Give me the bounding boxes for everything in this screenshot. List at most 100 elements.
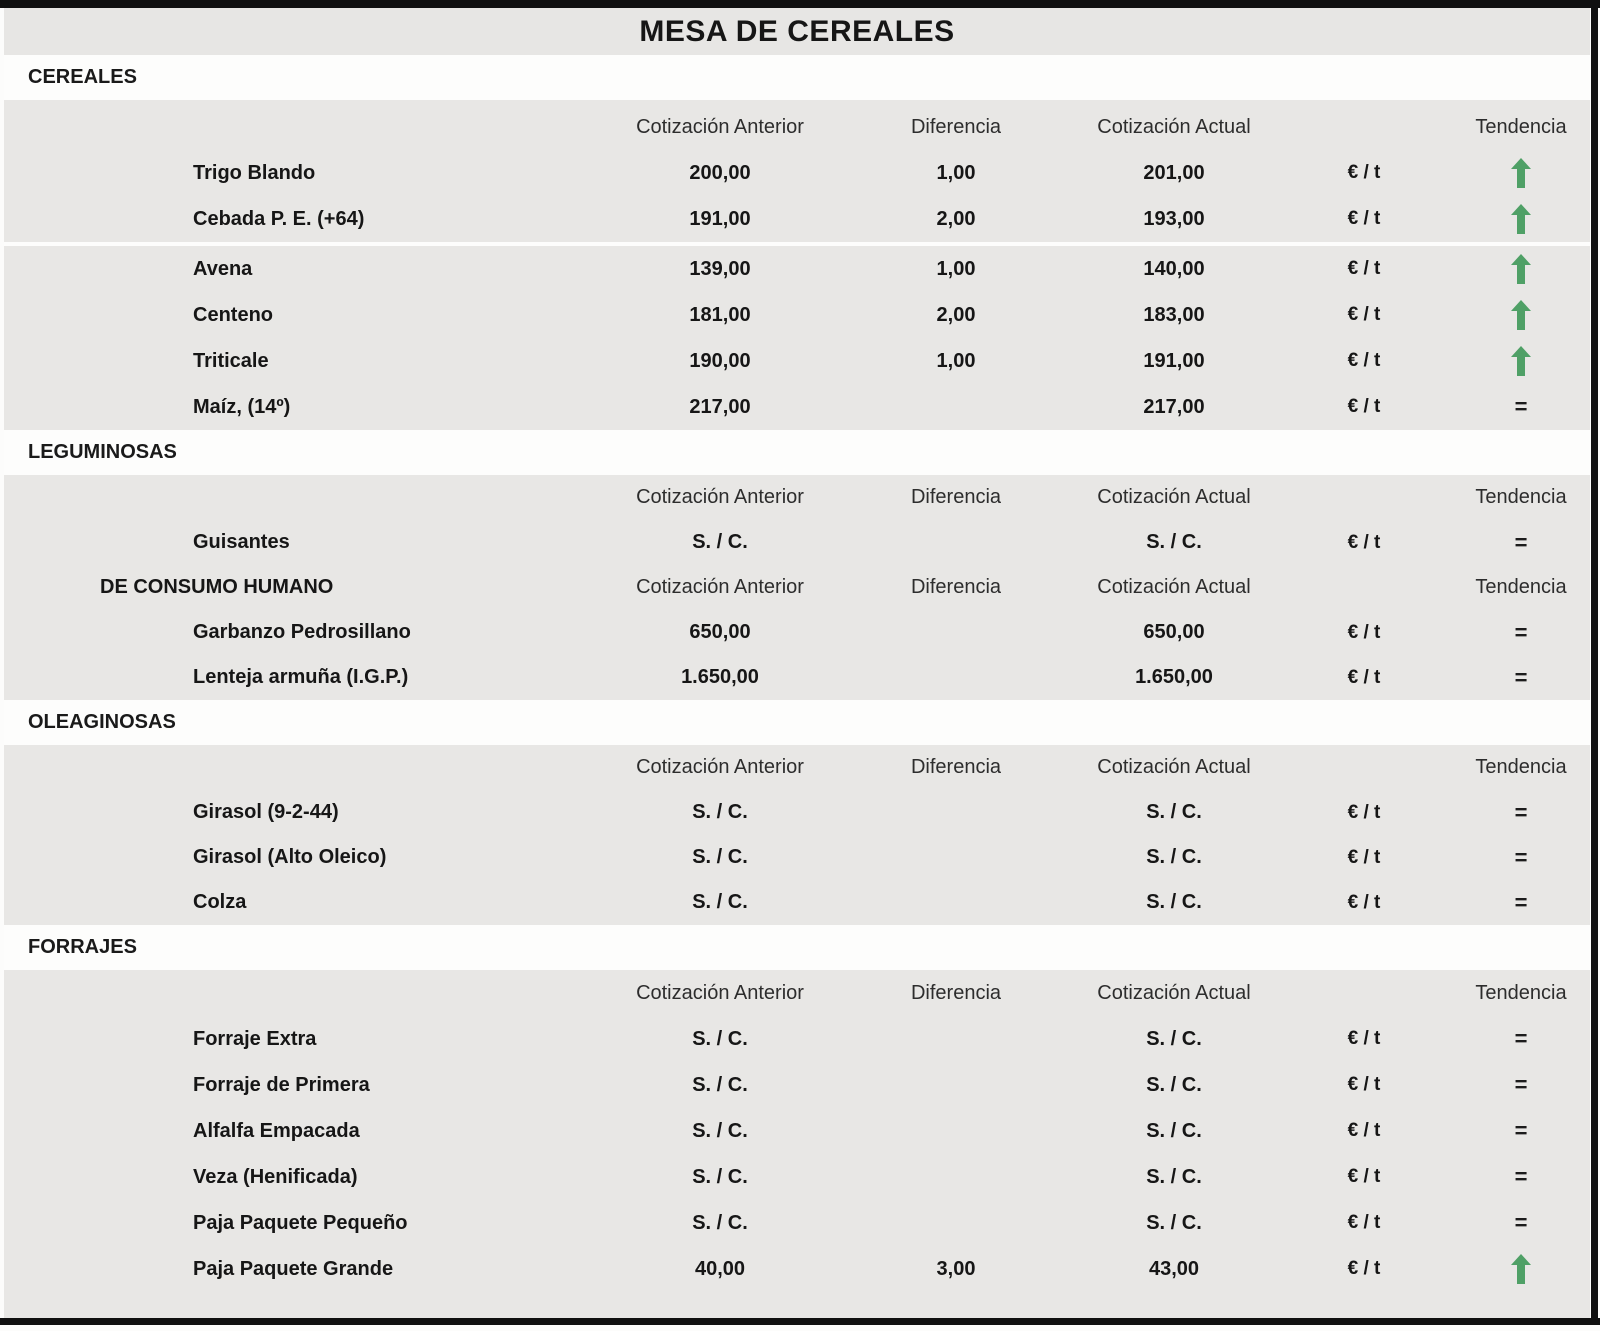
current-price-cell: 183,00 xyxy=(1143,303,1205,326)
row-label: Paja Paquete Pequeño xyxy=(193,1211,408,1234)
unit-cell: € / t xyxy=(1347,801,1381,823)
trend-cell: = xyxy=(1452,1024,1590,1054)
column-header-row: DE CONSUMO HUMANO Cotización Anterior Dife… xyxy=(4,565,1590,610)
trend-cell: = xyxy=(1452,663,1590,693)
table-row: Forraje de Primera S. / C. S. / C. € / t = xyxy=(4,1062,1590,1108)
table-row: Colza S. / C. S. / C. € / t = xyxy=(4,880,1590,925)
prev-price-cell: S. / C. xyxy=(692,801,748,823)
row-label: Trigo Blando xyxy=(193,161,316,184)
prev-price-cell: 40,00 xyxy=(694,1257,746,1280)
unit-cell: € / t xyxy=(1347,162,1381,183)
table-row: Centeno 181,00 2,00 183,00 € / t xyxy=(4,292,1590,338)
trend-up-icon xyxy=(1511,1254,1531,1284)
table-row: Girasol (9-2-44) S. / C. S. / C. € / t = xyxy=(4,790,1590,835)
section-block: Cotización Anterior Diferencia Cotización … xyxy=(4,745,1590,925)
section-title: FORRAJES xyxy=(28,936,137,958)
unit-cell: € / t xyxy=(1347,350,1381,371)
column-header-row: Cotización Anterior Diferencia Cotización … xyxy=(4,970,1590,1016)
trend-cell xyxy=(1452,204,1590,234)
trend-cell: = xyxy=(1452,1070,1590,1100)
sub-section-label: DE CONSUMO HUMANO xyxy=(100,576,334,598)
trend-cell xyxy=(1452,300,1590,330)
column-header-actual: Cotización Actual xyxy=(1097,115,1251,138)
prev-price-cell: 191,00 xyxy=(689,207,751,230)
trend-equal-icon: = xyxy=(1514,1164,1528,1189)
diff-cell: 3,00 xyxy=(936,1257,976,1280)
table-row: Alfalfa Empacada S. / C. S. / C. € / t = xyxy=(4,1108,1590,1154)
row-label: Veza (Henificada) xyxy=(193,1165,358,1188)
trend-equal-icon: = xyxy=(1514,619,1528,645)
row-label: Colza xyxy=(193,891,247,913)
unit-cell: € / t xyxy=(1347,396,1381,417)
unit-cell: € / t xyxy=(1347,891,1381,913)
current-price-cell: 140,00 xyxy=(1143,257,1205,280)
prev-price-cell: 1.650,00 xyxy=(681,666,759,688)
row-label: Girasol (Alto Oleico) xyxy=(193,846,387,868)
trend-cell xyxy=(1452,1254,1590,1284)
unit-cell: € / t xyxy=(1347,666,1381,688)
current-price-cell: 650,00 xyxy=(1143,621,1205,643)
prev-price-cell: S. / C. xyxy=(692,531,748,553)
trend-cell: = xyxy=(1452,798,1590,828)
table-row: Trigo Blando 200,00 1,00 201,00 € / t xyxy=(4,150,1590,196)
trend-cell: = xyxy=(1452,392,1590,422)
trend-cell: = xyxy=(1452,528,1590,558)
trend-up-icon xyxy=(1511,346,1531,376)
unit-cell: € / t xyxy=(1347,208,1381,229)
unit-cell: € / t xyxy=(1347,1166,1381,1187)
column-header-anterior: Cotización Anterior xyxy=(636,981,804,1004)
column-header-row: Cotización Anterior Diferencia Cotización … xyxy=(4,475,1590,520)
unit-cell: € / t xyxy=(1347,846,1381,868)
current-price-cell: 191,00 xyxy=(1143,349,1205,372)
row-label: Triticale xyxy=(193,349,269,372)
column-header-anterior: Cotización Anterior xyxy=(636,576,804,598)
table-row: Veza (Henificada) S. / C. S. / C. € / t = xyxy=(4,1154,1590,1200)
prev-price-cell: S. / C. xyxy=(692,1165,748,1188)
unit-cell: € / t xyxy=(1347,1028,1381,1049)
page-title: MESA DE CEREALES xyxy=(639,14,955,48)
current-price-cell: S. / C. xyxy=(1146,1027,1202,1050)
column-header-diferencia: Diferencia xyxy=(910,576,1002,598)
trend-equal-icon: = xyxy=(1514,1210,1528,1235)
trend-cell xyxy=(1452,346,1590,376)
column-header-anterior: Cotización Anterior xyxy=(636,486,804,508)
section-title: OLEAGINOSAS xyxy=(28,711,176,733)
current-price-cell: S. / C. xyxy=(1146,846,1202,868)
column-header-tendencia: Tendencia xyxy=(1475,756,1567,778)
row-divider xyxy=(4,242,1590,246)
row-label: Forraje Extra xyxy=(193,1027,317,1050)
section-block: Cotización Anterior Diferencia Cotización … xyxy=(4,100,1590,430)
trend-cell: = xyxy=(1452,1208,1590,1238)
current-price-cell: 217,00 xyxy=(1143,395,1205,418)
diff-cell: 2,00 xyxy=(936,303,976,326)
diff-cell: 1,00 xyxy=(936,257,976,280)
unit-cell: € / t xyxy=(1347,304,1381,325)
section-band: CEREALES xyxy=(4,55,1590,100)
current-price-cell: 43,00 xyxy=(1148,1257,1200,1280)
prev-price-cell: S. / C. xyxy=(692,1119,748,1142)
diff-cell: 1,00 xyxy=(936,161,976,184)
section-title: CEREALES xyxy=(28,66,137,88)
column-header-actual: Cotización Actual xyxy=(1097,756,1251,778)
trend-equal-icon: = xyxy=(1514,889,1528,915)
table-row: Avena 139,00 1,00 140,00 € / t xyxy=(4,246,1590,292)
trend-up-icon xyxy=(1511,254,1531,284)
prev-price-cell: 139,00 xyxy=(689,257,751,280)
row-label: Garbanzo Pedrosillano xyxy=(193,621,411,643)
current-price-cell: 201,00 xyxy=(1143,161,1205,184)
bottom-border xyxy=(0,1318,1600,1325)
current-price-cell: 193,00 xyxy=(1143,207,1205,230)
section-block: Cotización Anterior Diferencia Cotización … xyxy=(4,970,1590,1318)
row-label: Forraje de Primera xyxy=(193,1073,370,1096)
row-label: Alfalfa Empacada xyxy=(193,1119,360,1142)
current-price-cell: S. / C. xyxy=(1146,1165,1202,1188)
trend-equal-icon: = xyxy=(1514,1072,1528,1097)
table-row: Cebada P. E. (+64) 191,00 2,00 193,00 € / t xyxy=(4,196,1590,242)
row-label: Centeno xyxy=(193,303,273,326)
top-border xyxy=(0,0,1600,8)
column-header-anterior: Cotización Anterior xyxy=(636,756,804,778)
column-header-row: Cotización Anterior Diferencia Cotización … xyxy=(4,745,1590,790)
current-price-cell: S. / C. xyxy=(1146,1119,1202,1142)
unit-cell: € / t xyxy=(1347,531,1381,553)
column-header-row: Cotización Anterior Diferencia Cotización … xyxy=(4,104,1590,150)
